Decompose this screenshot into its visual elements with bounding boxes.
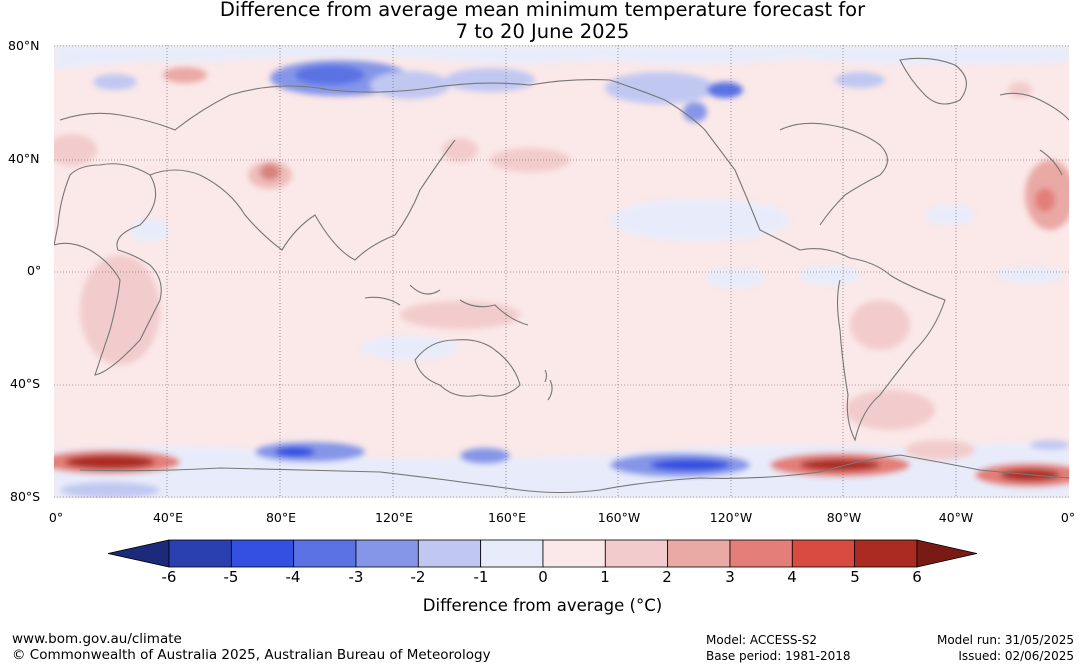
lon-label-0-end: 0° bbox=[1060, 510, 1076, 525]
colorbar-segment bbox=[667, 539, 731, 568]
colorbar-label: Difference from average (°C) bbox=[422, 596, 663, 615]
colorbar-tick: 4 bbox=[787, 568, 797, 586]
colorbar-extend-high bbox=[916, 539, 978, 568]
colorbar-tick: 0 bbox=[538, 568, 548, 586]
colorbar-tick: 1 bbox=[600, 568, 610, 586]
lon-label-120e: 120°E bbox=[374, 510, 414, 525]
lon-label-160e: 160°E bbox=[487, 510, 527, 525]
map-area bbox=[54, 45, 1069, 498]
footer-issued: Issued: 02/06/2025 bbox=[958, 649, 1074, 663]
footer-model: Model: ACCESS-S2 bbox=[706, 633, 818, 647]
colorbar-tick: -4 bbox=[285, 568, 301, 586]
lon-label-0: 0° bbox=[48, 510, 64, 525]
colorbar-tick: -3 bbox=[348, 568, 364, 586]
map-title-period: 7 to 20 June 2025 bbox=[455, 20, 630, 43]
colorbar-segment bbox=[230, 539, 295, 568]
colorbar-tick: 2 bbox=[662, 568, 672, 586]
colorbar bbox=[107, 539, 978, 568]
lon-label-40e: 40°E bbox=[152, 510, 184, 525]
lon-label-40w: 40°W bbox=[938, 510, 974, 525]
colorbar-segment bbox=[729, 539, 793, 568]
colorbar-tick: -6 bbox=[161, 568, 177, 586]
lon-label-160w: 160°W bbox=[597, 510, 641, 525]
colorbar-segment bbox=[293, 539, 357, 568]
lat-label-80s: 80°S bbox=[10, 489, 41, 504]
anomaly-field bbox=[54, 45, 1069, 498]
colorbar-segment bbox=[168, 539, 232, 568]
lat-label-40n: 40°N bbox=[8, 151, 40, 166]
colorbar-extend-low bbox=[107, 539, 170, 568]
colorbar-tick: 6 bbox=[912, 568, 922, 586]
lon-label-80w: 80°W bbox=[826, 510, 862, 525]
colorbar-segment bbox=[480, 539, 544, 568]
lon-label-80e: 80°E bbox=[265, 510, 297, 525]
map-background bbox=[54, 45, 1069, 498]
colorbar-segment bbox=[417, 539, 482, 568]
colorbar-tick: -2 bbox=[410, 568, 426, 586]
colorbar-tick: -1 bbox=[473, 568, 489, 586]
footer-base-period: Base period: 1981-2018 bbox=[706, 649, 851, 663]
footer-website: www.bom.gov.au/climate bbox=[12, 631, 182, 647]
colorbar-tick: 5 bbox=[850, 568, 860, 586]
colorbar-segment bbox=[355, 539, 419, 568]
colorbar-segment bbox=[604, 539, 669, 568]
colorbar-tick: -5 bbox=[223, 568, 239, 586]
colorbar-tick: 3 bbox=[725, 568, 735, 586]
lat-label-80n: 80°N bbox=[8, 38, 40, 53]
footer-copyright: © Commonwealth of Australia 2025, Austra… bbox=[12, 647, 491, 663]
map-title: Difference from average mean minimum tem… bbox=[219, 0, 866, 21]
colorbar-segment bbox=[542, 539, 606, 568]
lat-label-0: 0° bbox=[27, 263, 42, 278]
lat-label-40s: 40°S bbox=[10, 376, 41, 391]
lon-label-120w: 120°W bbox=[709, 510, 753, 525]
graticule bbox=[54, 45, 1069, 498]
colorbar-segment bbox=[791, 539, 856, 568]
footer-model-run: Model run: 31/05/2025 bbox=[936, 633, 1074, 647]
colorbar-segment bbox=[854, 539, 918, 568]
